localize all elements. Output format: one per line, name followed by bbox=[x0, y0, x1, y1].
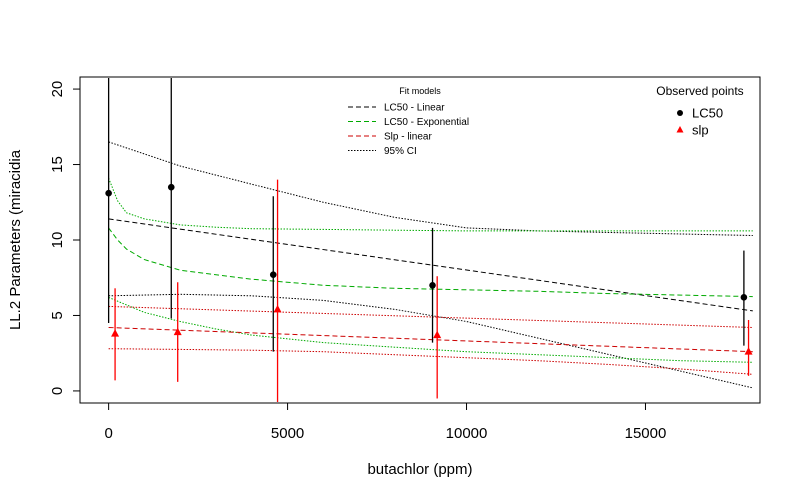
legend-fit-label-3: 95% CI bbox=[384, 146, 417, 157]
legend-obs-marker-1 bbox=[676, 126, 684, 133]
legend-obs-marker-0 bbox=[677, 110, 683, 116]
legend-fit-label-1: LC50 - Exponential bbox=[384, 117, 469, 128]
legend-observed-points: Observed points LC50 slp bbox=[656, 84, 743, 138]
point-LC50-2 bbox=[269, 271, 277, 279]
fit-line-8 bbox=[108, 348, 753, 375]
x-tick-label-2: 10000 bbox=[446, 425, 488, 442]
fit-line-5 bbox=[108, 296, 753, 363]
fit-line-2 bbox=[108, 293, 753, 389]
x-tick-label-0: 0 bbox=[104, 425, 112, 442]
fit-line-4 bbox=[108, 177, 753, 232]
fit-line-6 bbox=[108, 327, 753, 353]
y-tick-label-2: 10 bbox=[49, 232, 66, 249]
fit-lines bbox=[108, 141, 753, 389]
x-tick-label-3: 15000 bbox=[625, 425, 667, 442]
y-axis: 0 5 10 15 20 bbox=[49, 81, 81, 395]
point-LC50-0 bbox=[105, 189, 112, 197]
fit-line-3 bbox=[108, 227, 753, 298]
point-slp-1 bbox=[173, 327, 182, 336]
point-LC50-3 bbox=[429, 281, 436, 289]
data-points bbox=[105, 183, 753, 355]
x-axis-label: butachlor (ppm) bbox=[367, 461, 472, 478]
y-tick-label-1: 5 bbox=[49, 311, 66, 319]
fit-line-0 bbox=[108, 218, 753, 312]
point-LC50-4 bbox=[740, 294, 748, 301]
y-axis-label: LL.2 Parameters (miracidia bbox=[7, 149, 24, 330]
x-tick-label-1: 5000 bbox=[271, 425, 304, 442]
fit-line-7 bbox=[108, 305, 753, 328]
legend-obs-label-1: slp bbox=[692, 123, 709, 138]
fit-line-1 bbox=[108, 141, 753, 236]
legend-obs-title: Observed points bbox=[656, 84, 743, 98]
point-slp-2 bbox=[273, 304, 282, 313]
legend-fit-label-0: LC50 - Linear bbox=[384, 103, 445, 114]
point-slp-4 bbox=[744, 347, 753, 355]
legend-fit-label-2: Slp - linear bbox=[384, 132, 432, 143]
legend-fit-title: Fit models bbox=[399, 86, 441, 96]
legend-fit-models: Fit models LC50 - Linear LC50 - Exponenti… bbox=[348, 86, 469, 157]
point-slp-3 bbox=[433, 330, 442, 339]
point-slp-0 bbox=[111, 329, 120, 337]
y-tick-label-4: 20 bbox=[49, 81, 66, 98]
x-axis: 0 5000 10000 15000 bbox=[104, 402, 667, 442]
y-tick-label-3: 15 bbox=[49, 156, 66, 173]
point-LC50-1 bbox=[167, 183, 175, 191]
legend-obs-label-0: LC50 bbox=[692, 106, 723, 121]
y-tick-label-0: 0 bbox=[49, 387, 66, 395]
